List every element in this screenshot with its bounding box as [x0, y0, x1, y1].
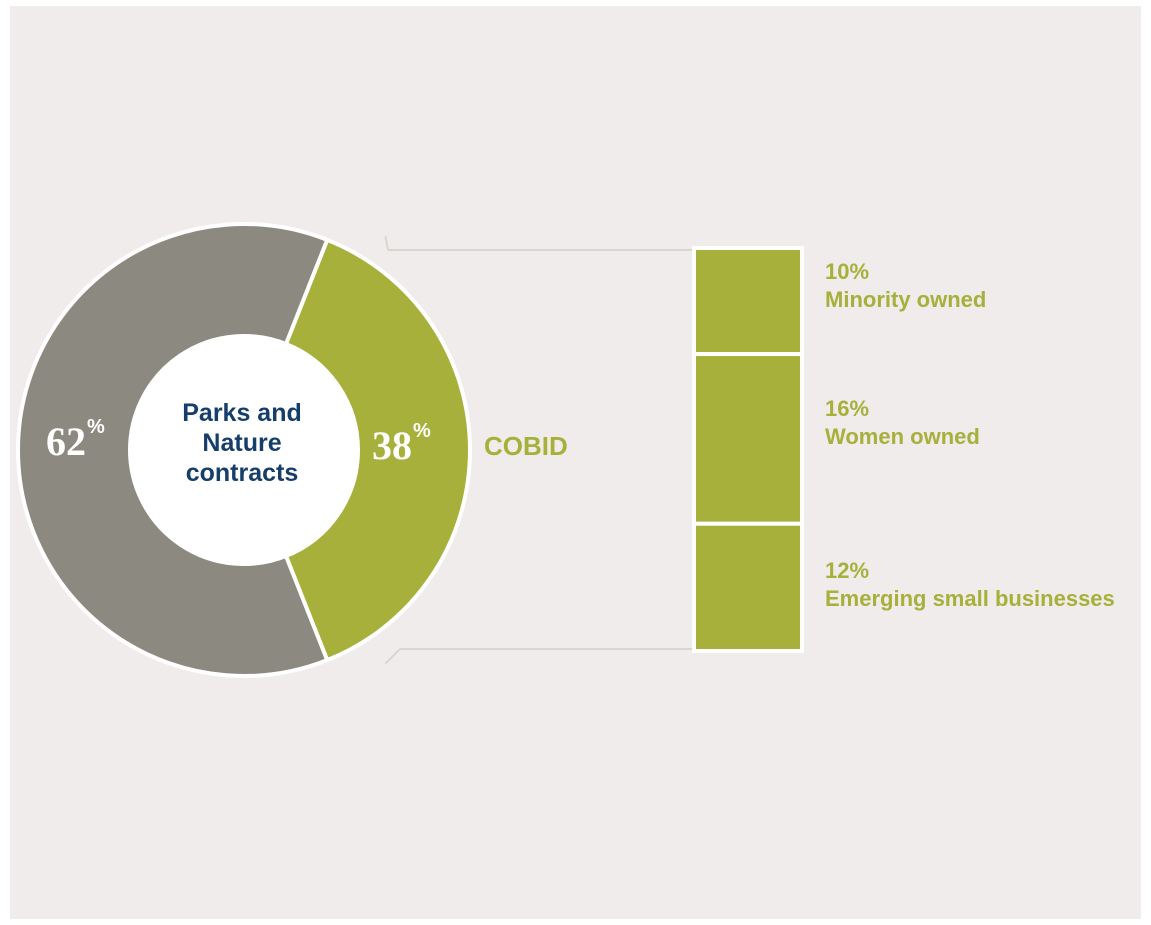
slice-percent-value: 62 — [46, 419, 86, 464]
donut-chart — [16, 222, 472, 678]
stacked-bar — [692, 246, 804, 653]
bar-segment-0 — [692, 246, 804, 357]
bar-segment-percent: 10% — [825, 259, 870, 284]
donut-center-label: Parks and Nature contracts — [142, 398, 342, 488]
bar-segment-label-1: 16% Women owned — [825, 395, 980, 451]
center-label-line-1: Parks and — [182, 399, 302, 427]
slice-percent-label-1: 38% — [372, 420, 431, 469]
bar-segment-label-0: 10% Minority owned — [825, 258, 986, 314]
slice-percent-unit: % — [413, 420, 431, 442]
slice-percent-label-0: 62% — [46, 416, 105, 465]
bar-segment-percent: 12% — [825, 558, 870, 583]
bar-segment-name: Women owned — [825, 424, 980, 449]
bar-segment-percent: 16% — [825, 396, 870, 421]
cobid-label: COBID — [484, 431, 568, 461]
connector-bottom-diagonal — [384, 648, 401, 665]
slice-percent-unit: % — [87, 416, 105, 438]
center-label-line-2: Nature — [202, 429, 282, 457]
bar-segment-name: Emerging small businesses — [825, 586, 1115, 611]
bar-segment-1 — [692, 352, 804, 526]
bar-segment-name: Minority owned — [825, 287, 987, 312]
bar-segment-label-2: 12% Emerging small businesses — [825, 557, 1115, 613]
center-label-line-3: contracts — [185, 459, 299, 487]
donut-hole — [130, 336, 358, 564]
bar-segment-2 — [692, 521, 804, 653]
slice-percent-value: 38 — [372, 423, 412, 468]
connector-top-diagonal — [384, 236, 389, 251]
connector-lines — [384, 236, 694, 665]
